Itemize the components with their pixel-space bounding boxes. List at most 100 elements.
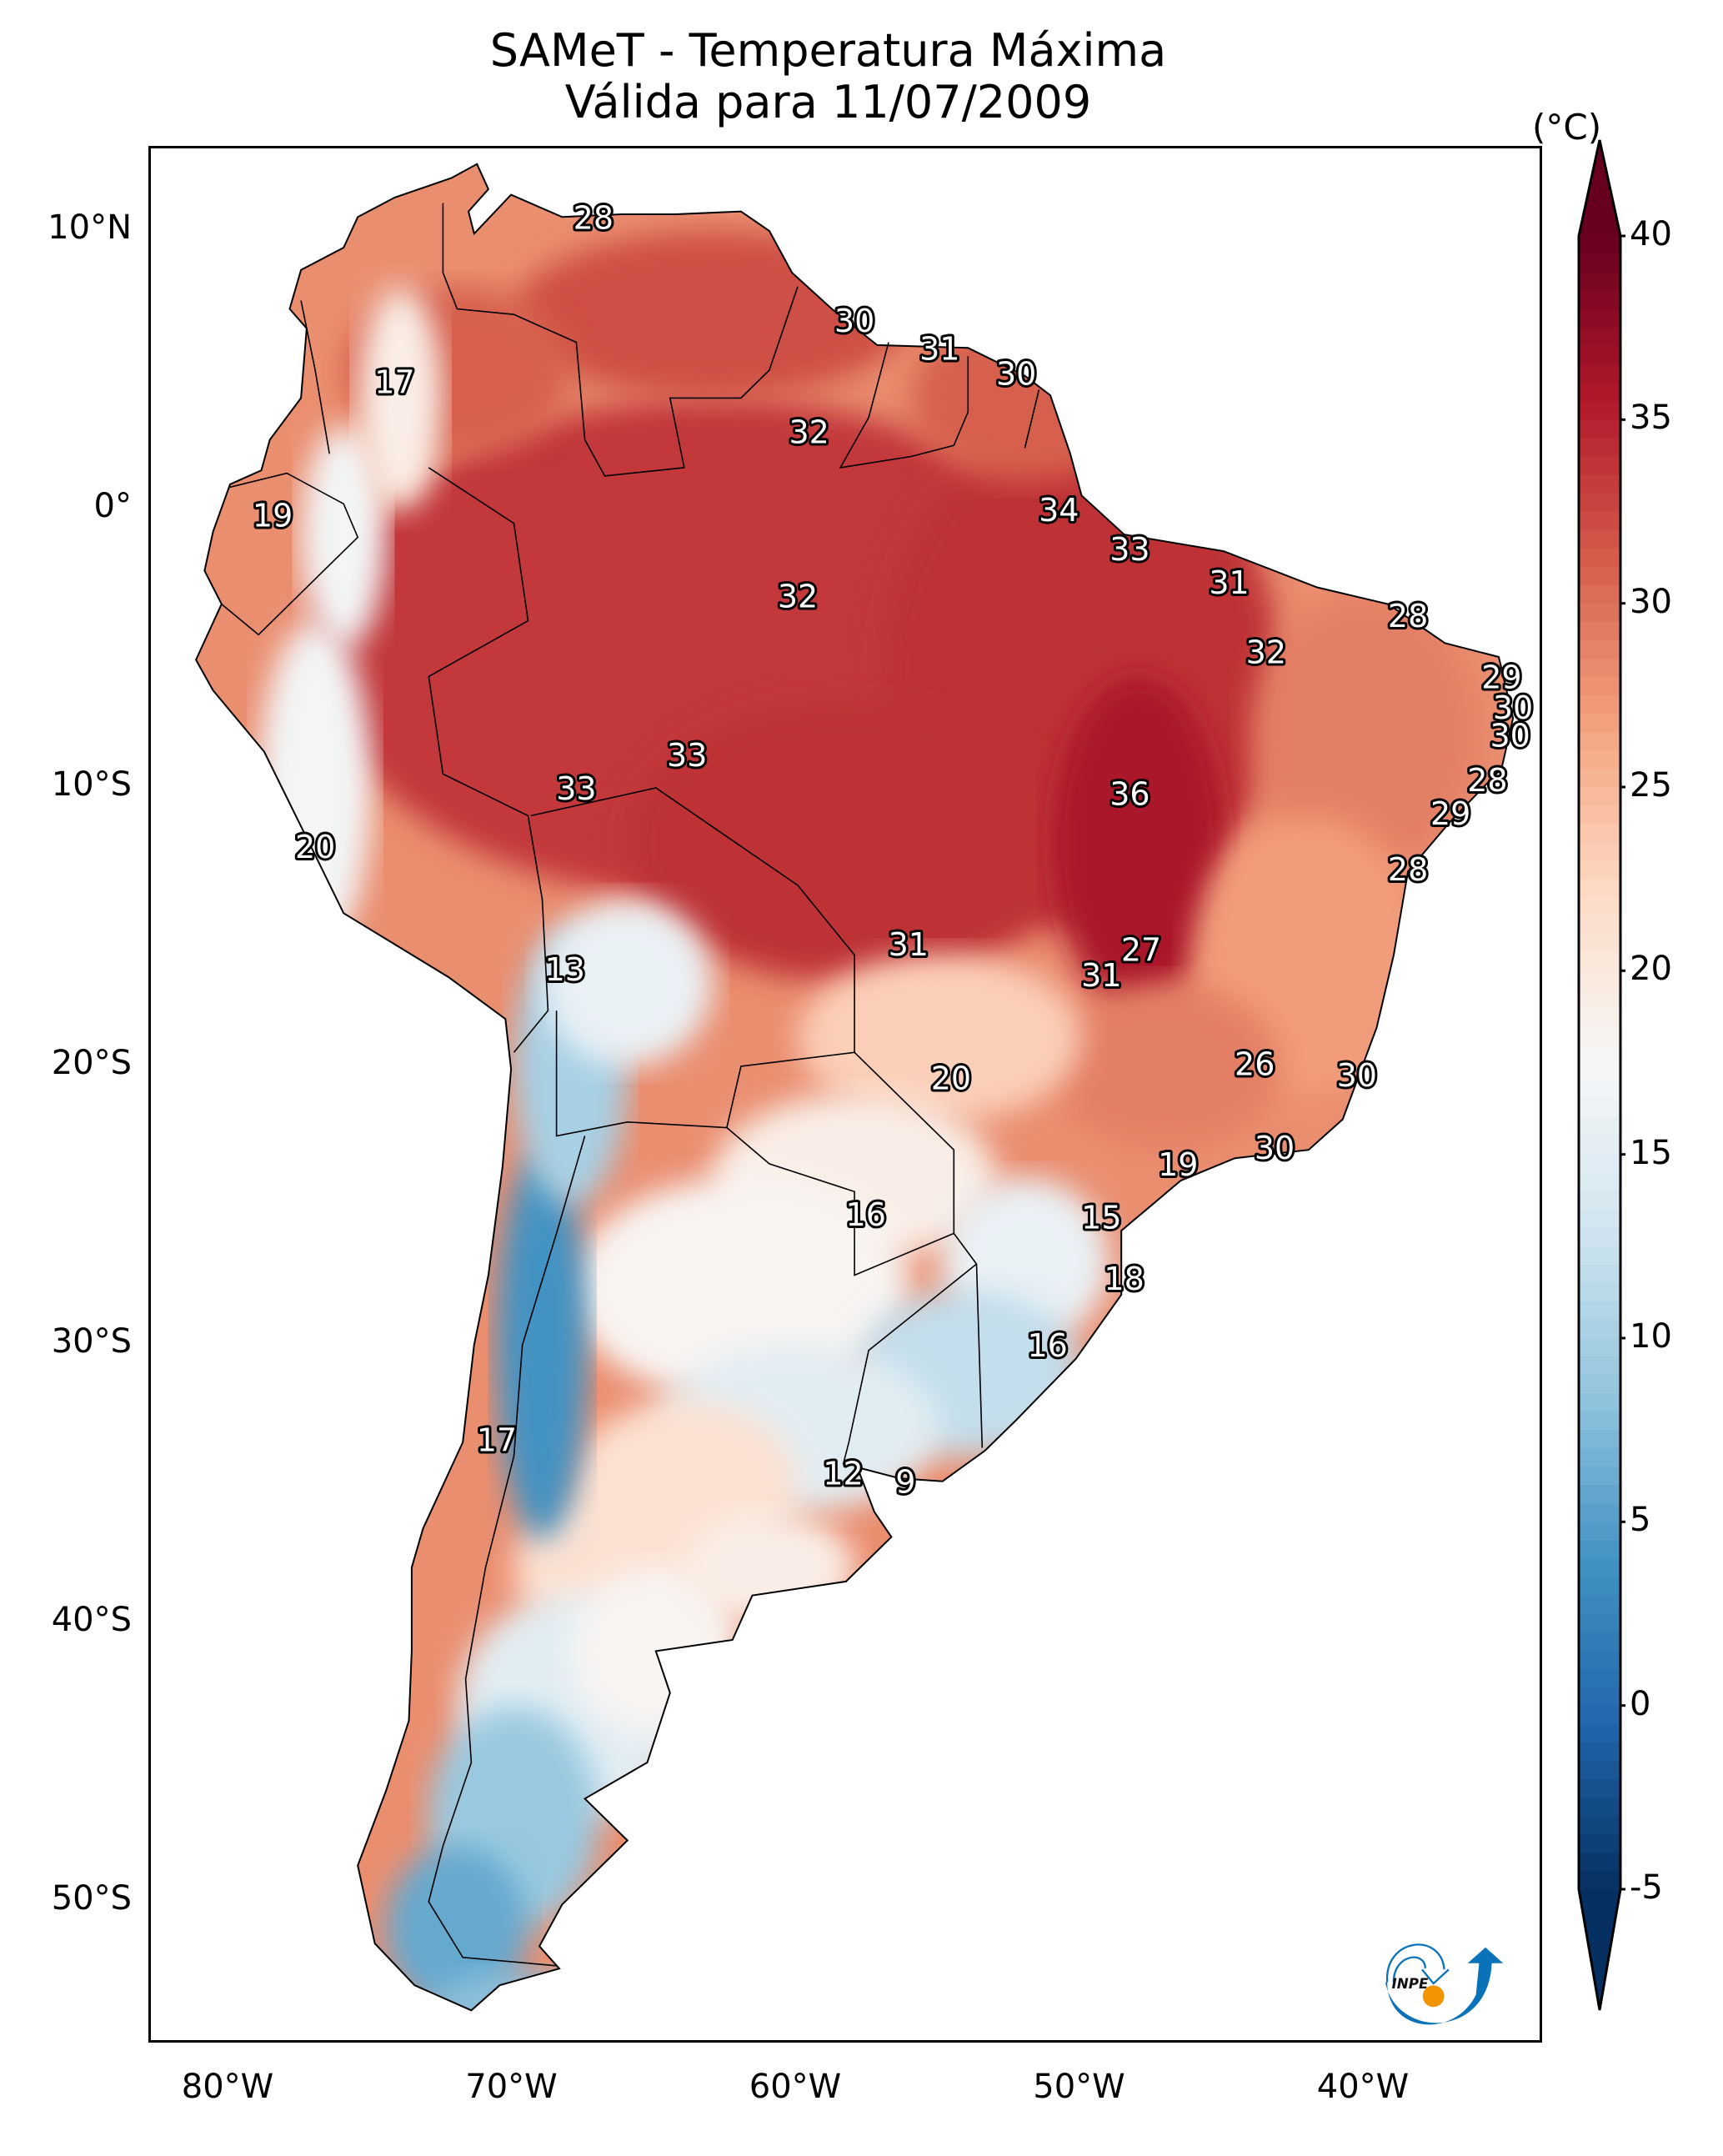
- border-line: [839, 342, 969, 469]
- colorbar-segment: [1579, 1411, 1620, 1431]
- logo-swoosh-icon: [1385, 1947, 1504, 2025]
- colorbar-segment: [1579, 1319, 1620, 1339]
- colorbar-segment: [1579, 639, 1620, 659]
- station-label: 29: [1430, 795, 1470, 832]
- station-label: 15: [1081, 1199, 1121, 1236]
- lat-tick-label: 10°N: [48, 208, 132, 247]
- temperature-cell: [627, 704, 1082, 983]
- colorbar-segment: [1579, 1613, 1620, 1633]
- border-line: [1024, 389, 1040, 449]
- border-line: [428, 467, 549, 1053]
- colorbar-tick-label: 40: [1630, 215, 1672, 253]
- colorbar-segment: [1579, 1301, 1620, 1321]
- colorbar-tick-label: 15: [1630, 1133, 1672, 1172]
- colorbar-segment: [1579, 1209, 1620, 1229]
- colorbar-segment: [1579, 1430, 1620, 1449]
- land-layer: [196, 163, 1514, 2011]
- colorbar-segment: [1579, 879, 1620, 898]
- temperature-cell: [358, 286, 443, 509]
- station-label: 16: [846, 1196, 886, 1233]
- colorbar-segment: [1579, 1062, 1620, 1082]
- colorbar-segment: [1579, 1227, 1620, 1247]
- colorbar-segment: [1579, 401, 1620, 420]
- temperature-cell: [1053, 676, 1224, 1011]
- station-label: 30: [996, 355, 1036, 392]
- colorbar-segment: [1579, 1632, 1620, 1652]
- colorbar-segment: [1579, 860, 1620, 880]
- colorbar-segment: [1579, 1705, 1620, 1725]
- colorbar-segment: [1579, 1540, 1620, 1559]
- colorbar-segment: [1579, 291, 1620, 310]
- colorbar-segment: [1579, 529, 1620, 549]
- colorbar-segment: [1579, 1485, 1620, 1504]
- temperature-cell: [542, 899, 713, 1066]
- lat-tick-label: 40°S: [51, 1601, 132, 1639]
- country-borders: [194, 163, 1515, 2012]
- temperature-cell: [570, 1177, 912, 1401]
- colorbar-segment: [1579, 970, 1620, 990]
- colorbar-segment: [1579, 952, 1620, 971]
- colorbar-segment: [1579, 934, 1620, 953]
- lat-tick-label: 30°S: [51, 1322, 132, 1361]
- colorbar-segment: [1579, 658, 1620, 678]
- station-label: 19: [253, 498, 293, 534]
- colorbar-segment: [1579, 474, 1620, 494]
- colorbar-segment: [1579, 676, 1620, 696]
- temperature-cell: [684, 1512, 855, 1623]
- colorbar-tick-label: 0: [1630, 1684, 1651, 1723]
- station-label: 17: [374, 364, 414, 400]
- colorbar-segment: [1579, 842, 1620, 861]
- station-label: 36: [1109, 776, 1150, 813]
- colorbar-segment: [1579, 824, 1620, 843]
- colorbar-segment: [1579, 1117, 1620, 1137]
- station-label: 20: [295, 829, 335, 865]
- colorbar-segment: [1579, 511, 1620, 531]
- temperature-cell: [497, 1150, 589, 1540]
- station-label: 27: [1121, 932, 1161, 969]
- station-label: 19: [1158, 1146, 1198, 1183]
- colorbar-segment: [1579, 1815, 1620, 1835]
- station-label: 32: [789, 414, 829, 450]
- lon-tick-label: 60°W: [749, 2068, 842, 2106]
- station-label: 33: [556, 770, 596, 807]
- station-label: 31: [1081, 957, 1121, 994]
- colorbar-segment: [1579, 1393, 1620, 1412]
- lat-tick-label: 0°: [93, 487, 132, 525]
- logo-text: INPE: [1392, 1975, 1429, 1992]
- colorbar-tick-label: 20: [1630, 950, 1672, 989]
- station-label: 16: [1027, 1327, 1067, 1364]
- colorbar-segment: [1579, 1687, 1620, 1707]
- colorbar-segment: [1579, 1282, 1620, 1302]
- border-line: [428, 1136, 586, 1967]
- station-label: 30: [834, 303, 874, 339]
- station-label: 28: [573, 199, 614, 236]
- border-line: [530, 787, 855, 1137]
- station-label: 33: [1109, 531, 1150, 568]
- border-line: [975, 1264, 984, 1448]
- temperature-cell: [798, 955, 1082, 1122]
- colorbar-segment: [1579, 1503, 1620, 1522]
- colorbar-extend-max: [1579, 140, 1620, 236]
- colorbar-tick-label: 35: [1630, 399, 1672, 438]
- station-label: 31: [889, 926, 929, 963]
- lon-tick-label: 70°W: [465, 2068, 558, 2106]
- colorbar-segment: [1579, 309, 1620, 328]
- station-label: 28: [1388, 598, 1428, 634]
- station-label: 20: [931, 1060, 971, 1096]
- colorbar-segment: [1579, 1852, 1620, 1872]
- station-label: 30: [1255, 1130, 1295, 1166]
- colorbar-segment: [1579, 1833, 1620, 1853]
- colorbar-segment: [1579, 236, 1620, 255]
- station-label: 9: [895, 1464, 915, 1501]
- logo-sun-icon: [1422, 1985, 1445, 2008]
- border-line: [726, 1051, 955, 1276]
- colorbar-segment: [1579, 346, 1620, 365]
- colorbar-tick-label: 25: [1630, 766, 1672, 805]
- colorbar-unit-label: (°C): [1532, 107, 1602, 148]
- station-label: 30: [1490, 718, 1530, 755]
- temperature-cell: [386, 1846, 528, 2011]
- colorbar-segment: [1579, 1778, 1620, 1798]
- colorbar-segment: [1579, 273, 1620, 292]
